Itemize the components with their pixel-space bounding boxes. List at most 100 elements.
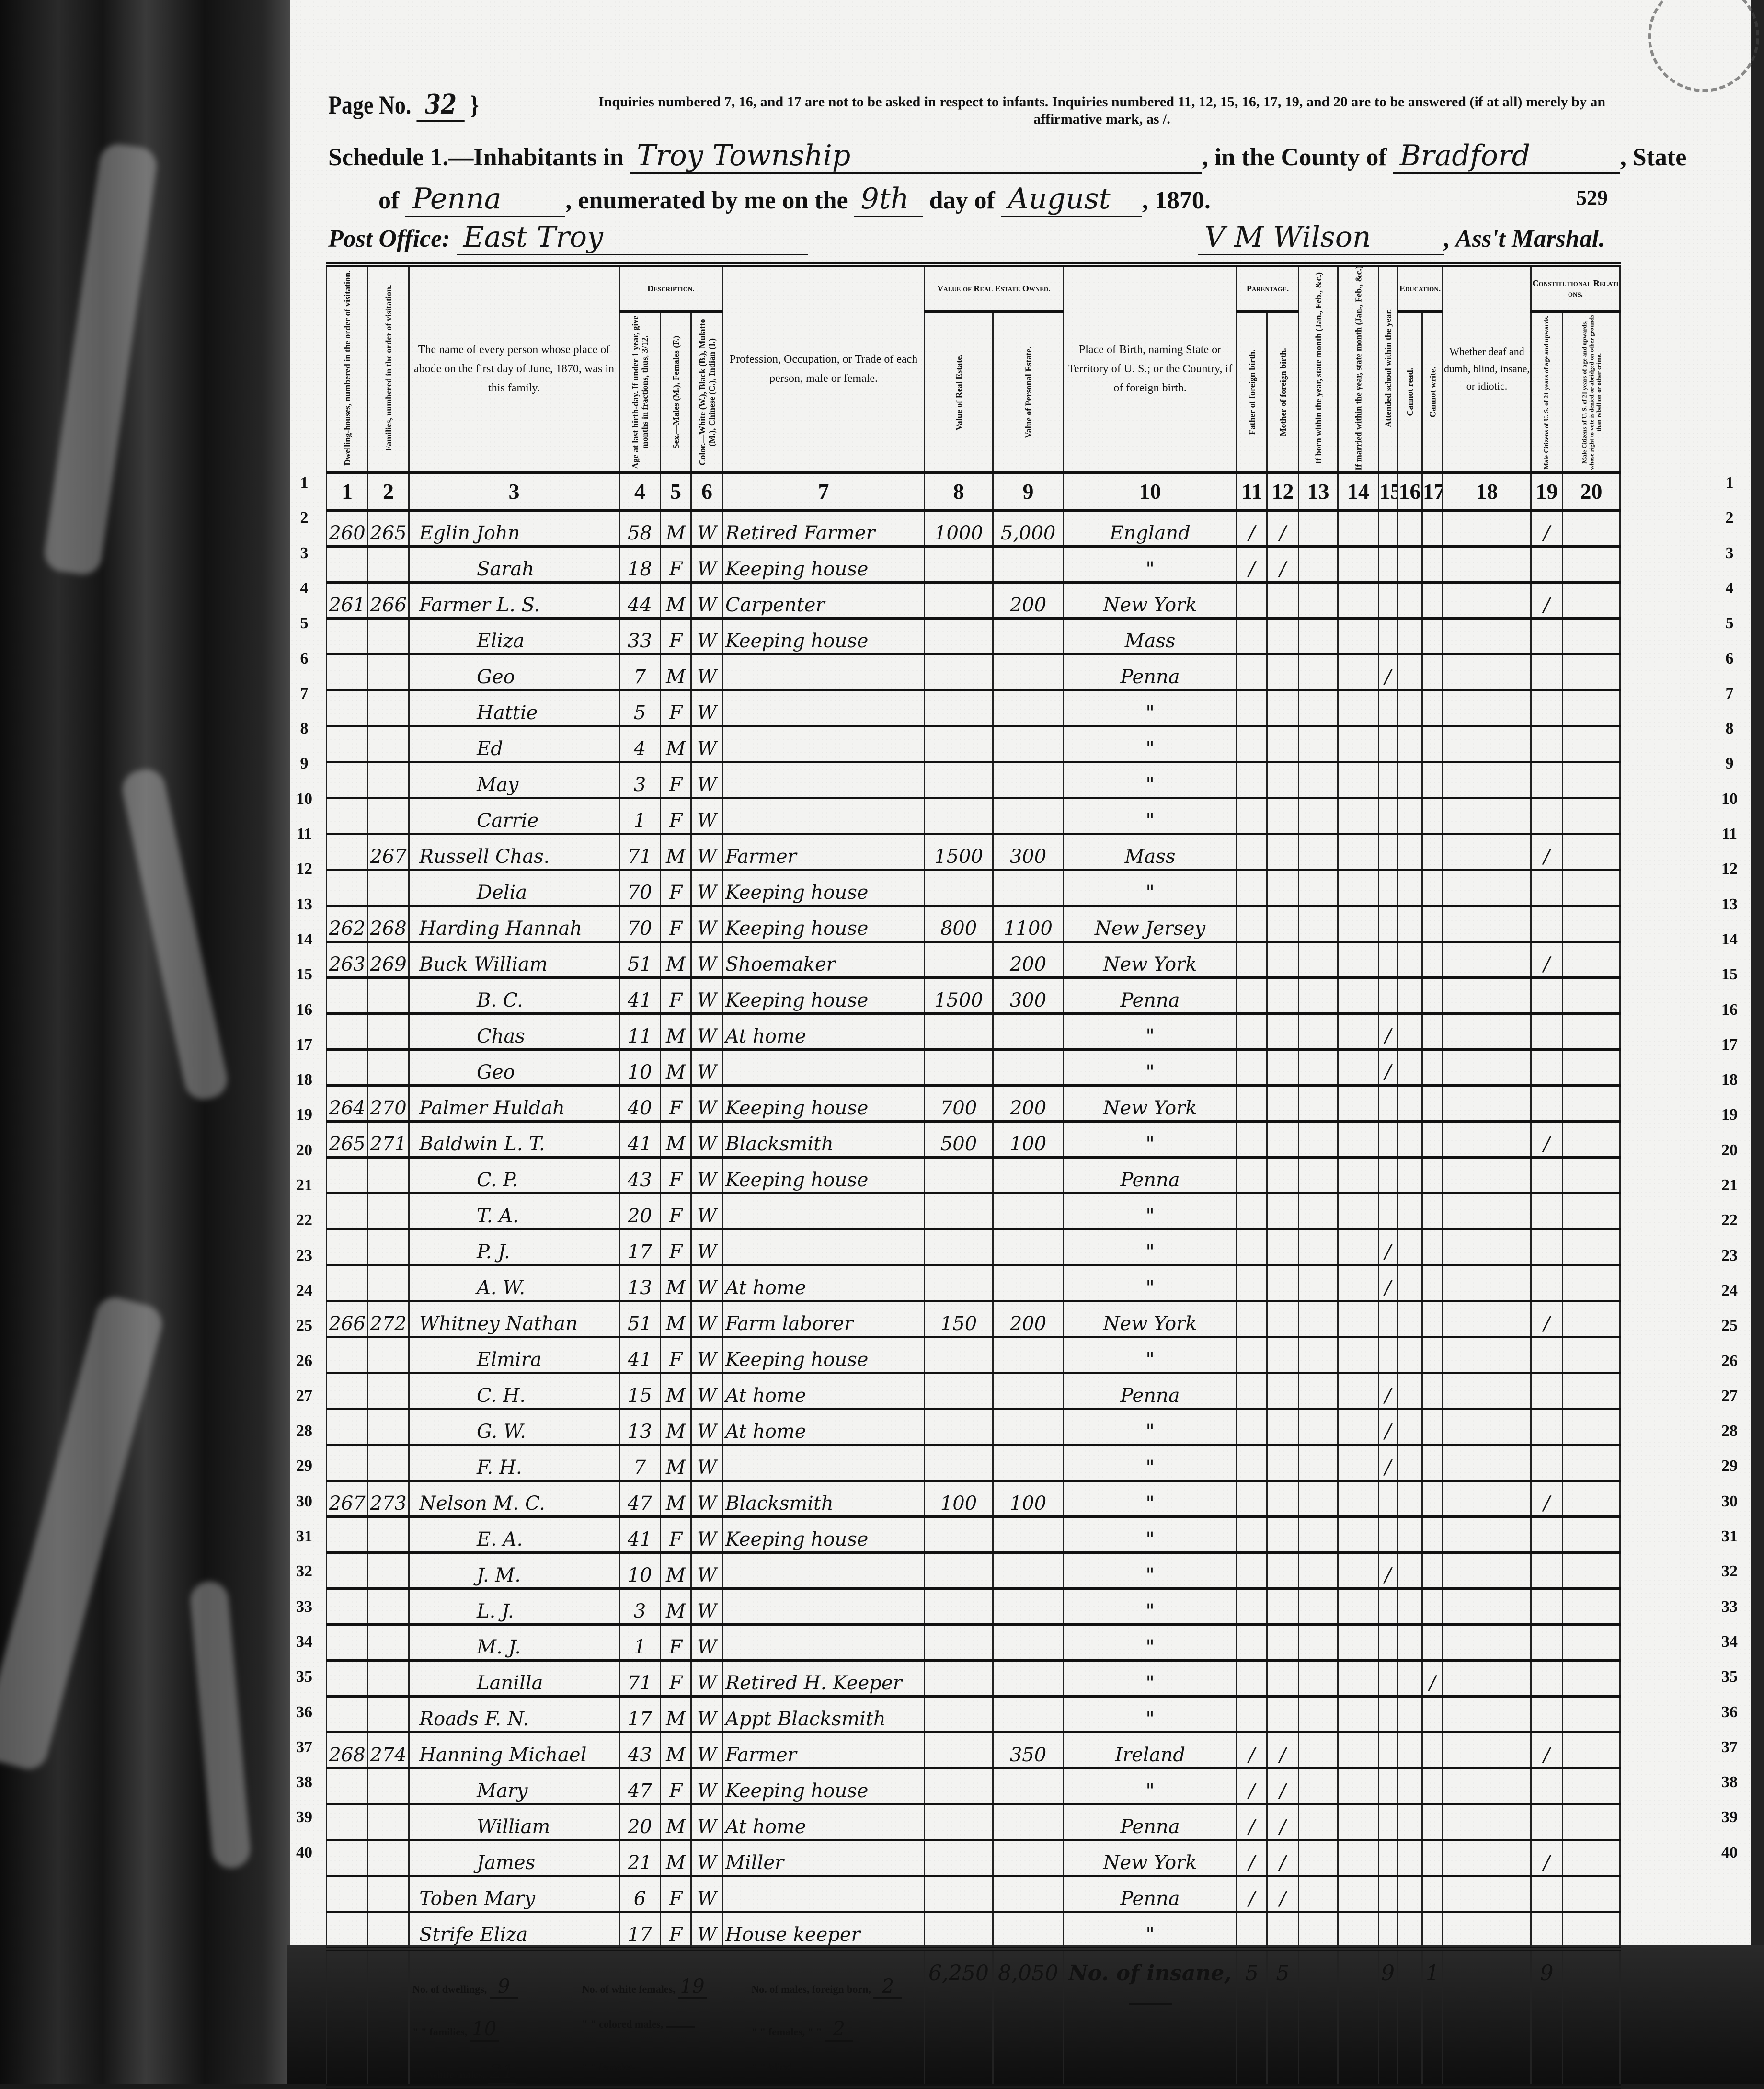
color: W	[690, 1840, 724, 1877]
birthplace: New York	[1063, 582, 1238, 620]
born-in-year	[1298, 1696, 1339, 1733]
vote-denied-mark	[1562, 1804, 1621, 1841]
born-in-year	[1298, 1265, 1339, 1302]
census-row: F. H. 7 M W " /	[326, 1445, 1621, 1482]
married-in-year	[1337, 1301, 1380, 1338]
line-number-left: 14	[296, 930, 312, 948]
age: 7	[619, 1445, 661, 1482]
line-number-right: 16	[1721, 1000, 1738, 1019]
occupation	[722, 1193, 926, 1230]
line-number-right: 31	[1721, 1527, 1738, 1545]
cannot-read-mark	[1397, 690, 1423, 727]
dwelling-number: 260	[326, 510, 368, 548]
male-citizen-mark	[1530, 1193, 1564, 1230]
born-in-year	[1298, 1337, 1339, 1374]
column-number: 17	[1421, 471, 1444, 512]
vote-denied-mark	[1562, 1229, 1621, 1266]
born-in-year	[1298, 1121, 1339, 1159]
male-citizen-mark	[1530, 1516, 1564, 1554]
male-citizen-mark	[1530, 977, 1564, 1015]
school-mark: /	[1378, 1049, 1398, 1087]
cannot-write-mark	[1421, 1481, 1444, 1518]
vote-denied-mark	[1562, 582, 1621, 620]
cannot-read-mark	[1397, 1265, 1423, 1302]
line-number-left: 24	[296, 1281, 312, 1299]
dwelling-number	[326, 798, 368, 835]
line-number-right: 39	[1721, 1808, 1738, 1826]
occupation: Keeping house	[722, 870, 926, 907]
birthplace: "	[1063, 1481, 1238, 1518]
born-in-year	[1298, 1049, 1339, 1087]
sex: F	[660, 1193, 692, 1230]
color: W	[690, 726, 724, 763]
male-citizen-mark: /	[1530, 1121, 1564, 1159]
personal-estate-value	[992, 1660, 1065, 1698]
birthplace: "	[1063, 762, 1238, 799]
school-mark	[1378, 1732, 1398, 1769]
vote-denied-mark	[1562, 1840, 1621, 1877]
dwelling-number: 262	[326, 906, 368, 943]
father-foreign-total: 5	[1236, 1946, 1268, 2089]
line-number-left: 30	[296, 1492, 312, 1510]
cannot-read-mark	[1397, 1337, 1423, 1374]
column-number: 14	[1337, 471, 1380, 512]
married-in-year	[1337, 1193, 1380, 1230]
sex: F	[660, 1660, 692, 1698]
dwelling-number: 266	[326, 1301, 368, 1338]
birthplace: Penna	[1063, 1804, 1238, 1841]
school-mark	[1378, 1588, 1398, 1626]
father-foreign-mark	[1236, 1013, 1268, 1051]
line-number-right: 20	[1721, 1141, 1738, 1159]
personal-estate-value: 200	[992, 1085, 1065, 1123]
census-row: T. A. 20 F W "	[326, 1193, 1621, 1230]
male-citizen-mark: /	[1530, 1481, 1564, 1518]
vote-denied-mark	[1562, 1516, 1621, 1554]
dwelling-number	[326, 1337, 368, 1374]
born-in-year	[1298, 1229, 1339, 1266]
person-name: Sarah	[408, 546, 620, 584]
census-row: Chas 11 M W At home " /	[326, 1013, 1621, 1051]
married-in-year	[1337, 1085, 1380, 1123]
sex: F	[660, 762, 692, 799]
real-estate-value: 500	[924, 1121, 994, 1159]
vote-denied-mark	[1562, 618, 1621, 655]
vote-denied-mark	[1562, 1373, 1621, 1410]
mother-foreign-mark	[1266, 834, 1300, 871]
cannot-write-mark	[1421, 762, 1444, 799]
real-estate-value	[924, 1229, 994, 1266]
census-row: 266 272 Whitney Nathan 51 M W Farm laborer 150 2…	[326, 1301, 1621, 1338]
male-citizen-mark: /	[1530, 510, 1564, 548]
personal-estate-value	[992, 1373, 1065, 1410]
occupation: At home	[722, 1013, 926, 1051]
real-estate-value	[924, 762, 994, 799]
dwelling-number	[326, 690, 368, 727]
occupation: Shoemaker	[722, 941, 926, 979]
real-estate-value	[924, 1768, 994, 1805]
deaf-blind	[1442, 834, 1532, 871]
cannot-read-mark	[1397, 1588, 1423, 1626]
born-in-year	[1298, 1732, 1339, 1769]
header-occupation: Profession, Occupation, or Trade of each…	[722, 264, 926, 473]
dwelling-number: 263	[326, 941, 368, 979]
census-row: A. W. 13 M W At home " /	[326, 1265, 1621, 1302]
cannot-write-mark	[1421, 977, 1444, 1015]
sex: M	[660, 1445, 692, 1482]
father-foreign-mark	[1236, 1373, 1268, 1410]
mother-foreign-mark	[1266, 1301, 1300, 1338]
line-number-right: 18	[1721, 1071, 1738, 1089]
deaf-blind	[1442, 546, 1532, 584]
cannot-read-mark	[1397, 870, 1423, 907]
colored-males-count	[665, 2026, 695, 2028]
deaf-blind	[1442, 1121, 1532, 1159]
cannot-read-mark	[1397, 1301, 1423, 1338]
column-number: 16	[1397, 471, 1423, 512]
census-row: C. P. 43 F W Keeping house Penna	[326, 1157, 1621, 1194]
marshal-line: V M Wilson, Ass't Marshal.	[1198, 220, 1605, 255]
color: W	[690, 1768, 724, 1805]
birthplace: New York	[1063, 1301, 1238, 1338]
sex: M	[660, 1049, 692, 1087]
father-foreign-mark	[1236, 582, 1268, 620]
school-mark	[1378, 906, 1398, 943]
census-row: 261 266 Farmer L. S. 44 M W Carpenter 200 New Yo…	[326, 582, 1621, 620]
vote-denied-mark	[1562, 1481, 1621, 1518]
